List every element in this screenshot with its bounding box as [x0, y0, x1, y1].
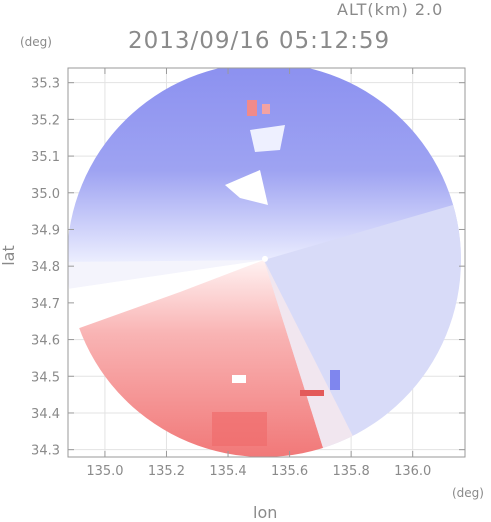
y-tick-label: 34.3 — [31, 444, 60, 459]
timestamp-title: 2013/09/16 05:12:59 — [128, 28, 391, 54]
y-tick-label: 34.4 — [31, 407, 60, 422]
y-tick-label: 35.1 — [31, 150, 60, 165]
transition-band — [264, 260, 370, 457]
y-tick-label: 34.5 — [31, 370, 60, 385]
y-tick-label: 34.6 — [31, 334, 60, 349]
no-data-gap — [225, 170, 268, 205]
x-tick-label: 136.0 — [394, 464, 431, 479]
altitude-label: ALT(km) 2.0 — [337, 0, 444, 19]
y-tick-labels: 34.3 34.4 34.5 34.6 34.7 34.8 34.9 35.0 35.1 35.2… — [31, 77, 60, 459]
y-tick-label: 34.9 — [31, 223, 60, 238]
x-tick-labels: 135.0 135.2 135.4 135.6 135.8 136.0 — [86, 464, 431, 479]
echo-patch — [262, 104, 270, 114]
y-tick-label: 34.8 — [31, 260, 60, 275]
plot-frame — [67, 67, 466, 458]
echo-patch — [212, 412, 267, 446]
x-tick-label: 135.6 — [271, 464, 308, 479]
x-tick-label: 135.0 — [86, 464, 123, 479]
echo-patch — [232, 375, 246, 383]
axis-ticks — [68, 68, 465, 457]
no-data-sector — [68, 260, 264, 333]
x-tick-label: 135.8 — [333, 464, 370, 479]
echo-patch — [247, 100, 257, 116]
y-tick-label: 35.3 — [31, 77, 60, 92]
echo-patch — [330, 370, 340, 390]
velocity-field — [68, 68, 461, 457]
radar-site-marker — [261, 255, 268, 262]
y-tick-label: 35.0 — [31, 187, 60, 202]
x-axis-label: lon — [253, 503, 278, 522]
no-data-gap — [250, 125, 285, 152]
x-axis-unit: (deg) — [452, 486, 484, 500]
y-axis-unit: (deg) — [20, 35, 52, 49]
x-tick-label: 135.4 — [209, 464, 246, 479]
y-tick-label: 34.7 — [31, 297, 60, 312]
echo-patch — [300, 390, 324, 396]
y-tick-label: 35.2 — [31, 113, 60, 128]
x-tick-label: 135.2 — [148, 464, 185, 479]
